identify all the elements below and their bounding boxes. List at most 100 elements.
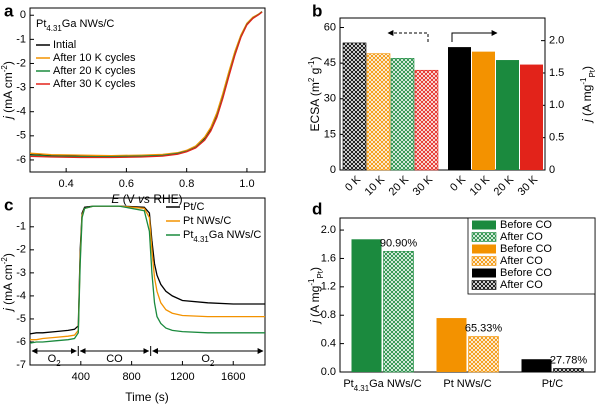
legend-label: Before CO	[500, 219, 552, 231]
y-tick-label: 0	[549, 164, 555, 176]
text-part: Ga NWs/C	[369, 378, 422, 390]
x-tick-label: 0.8	[179, 178, 194, 190]
y-tick-label: 1.6	[321, 252, 336, 264]
x-tick-label: Pt4.31Ga NWs/C	[343, 378, 421, 393]
y-tick-label: 0.8	[321, 309, 336, 321]
x-tick-label: 20 K	[492, 173, 517, 198]
legend-label: After CO	[500, 279, 543, 291]
legend-label: After CO	[500, 255, 543, 267]
x-tick-label: 10 K	[363, 173, 388, 198]
y-tick-label: 1.2	[321, 281, 336, 293]
legend-label: Intial	[53, 39, 76, 51]
x-tick-label: 400	[72, 371, 90, 383]
legend-label: Pt4.31Ga NWs/C	[183, 229, 261, 244]
y-axis-label: ECSA (m2 g-1)	[307, 57, 323, 132]
y-tick-label: -5	[16, 130, 26, 142]
bar	[366, 53, 391, 171]
x-tick-label: 800	[122, 371, 140, 383]
y-tick-label: 0.0	[321, 366, 336, 378]
x-tick-label: 0.6	[119, 178, 134, 190]
text-part: 4.31	[46, 24, 62, 33]
y-tick-label: 0	[330, 164, 336, 176]
x-tick-label: 10 K	[468, 173, 493, 198]
bar	[390, 58, 415, 171]
y-axis-label: j (A mg-1Pt)	[307, 267, 325, 325]
bar	[383, 251, 414, 373]
text-part: 2	[56, 359, 60, 368]
y-tick-label: -2	[16, 57, 26, 69]
bar	[553, 368, 584, 373]
annotation: Pt4.31Ga NWs/C	[36, 18, 114, 33]
annotation: 27.78%	[550, 354, 588, 366]
panel-letter: c	[4, 195, 13, 214]
x-tick-label: 1600	[221, 371, 245, 383]
bar	[414, 69, 439, 171]
y-tick-label: -7	[16, 359, 26, 371]
y-tick-label: -3	[16, 81, 26, 93]
y-tick-label: -4	[16, 106, 26, 118]
x-tick-label: 20 K	[387, 173, 412, 198]
curve	[29, 11, 263, 159]
y-tick-label: 1.5	[549, 67, 564, 79]
bar	[448, 47, 471, 170]
legend-label: Before CO	[500, 243, 552, 255]
legend-swatch	[472, 268, 496, 278]
bar	[521, 359, 552, 372]
bar	[496, 60, 519, 170]
x-tick-label: 1.0	[239, 178, 254, 190]
phase-label: CO	[106, 353, 123, 365]
x-tick-label: 0 K	[343, 173, 364, 194]
y-tick-label: 1.0	[549, 99, 564, 111]
panel-letter: a	[4, 1, 14, 20]
x-tick-label: 1200	[170, 371, 194, 383]
legend-label: Pt NWs/C	[183, 215, 231, 227]
x-tick-label: 30 K	[516, 173, 541, 198]
text-part: Ga NWs/C	[62, 18, 115, 30]
text-part: Ga NWs/C	[209, 229, 262, 241]
y-tick-label: 60	[324, 21, 336, 33]
y-tick-label: -1	[16, 221, 26, 233]
y-tick-label: -4	[16, 290, 26, 302]
legend-label: After 30 K cycles	[53, 78, 136, 90]
y-tick-label: 15	[324, 128, 336, 140]
bar	[472, 51, 495, 170]
annotation: 65.33%	[465, 322, 503, 334]
plot-frame	[339, 17, 546, 171]
plot-frame	[339, 217, 596, 373]
bar	[436, 318, 467, 372]
text-part: Pt	[36, 18, 46, 30]
legend-swatch	[472, 220, 496, 230]
y2-axis-label: j (A mg-1Pt)	[579, 66, 597, 124]
x-tick-label: 30 K	[411, 173, 436, 198]
legend-swatch	[471, 280, 497, 290]
bar	[520, 64, 543, 170]
x-tick-label: Pt/C	[542, 378, 563, 390]
text-part: 4.31	[354, 384, 370, 393]
legend-swatch	[471, 232, 497, 242]
annotation: 90.90%	[380, 237, 418, 249]
x-axis-label: E (V vs RHE)	[111, 192, 182, 206]
y-tick-label: 2.0	[549, 35, 564, 47]
phase-label: O2	[48, 353, 61, 368]
phase-label: O2	[201, 353, 214, 368]
legend-swatch	[471, 256, 497, 266]
y-tick-label: -6	[16, 154, 26, 166]
y-axis-label: j (mA cm-2)	[0, 61, 15, 121]
bar	[468, 336, 499, 373]
x-axis-label: Time (s)	[125, 390, 169, 404]
text-part: Pt	[183, 229, 193, 241]
y-tick-label: -1	[16, 33, 26, 45]
text-part: 4.31	[193, 235, 209, 244]
legend-swatch	[472, 244, 496, 254]
plot-frame	[29, 7, 266, 173]
y-tick-label: -6	[16, 336, 26, 348]
y-tick-label: 45	[324, 57, 336, 69]
y-tick-label: -2	[16, 244, 26, 256]
plot-frame	[29, 197, 266, 366]
text-part: O	[48, 353, 57, 365]
text-part: 2	[210, 359, 214, 368]
text-part: Pt	[343, 378, 353, 390]
direction-arrows	[387, 30, 498, 42]
y-tick-label: 0.5	[549, 132, 564, 144]
